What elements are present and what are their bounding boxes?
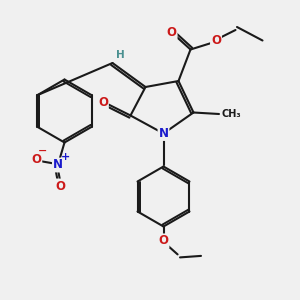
Text: O: O [55, 179, 65, 193]
Text: +: + [61, 152, 70, 162]
Text: O: O [158, 234, 169, 248]
Text: CH₃: CH₃ [221, 109, 241, 119]
Text: N: N [158, 127, 169, 140]
Text: H: H [116, 50, 124, 61]
Text: N: N [53, 158, 63, 172]
Text: O: O [31, 153, 41, 166]
Text: O: O [211, 34, 221, 47]
Text: O: O [98, 95, 108, 109]
Text: O: O [167, 26, 177, 39]
Text: −: − [38, 146, 47, 156]
